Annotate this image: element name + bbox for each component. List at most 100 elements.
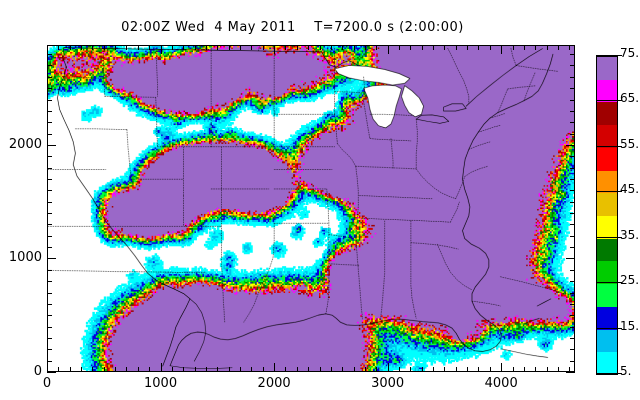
x-axis-minor-tick [194,367,196,372]
y-axis-minor-tick [47,122,52,124]
y-axis-minor-tick-right [570,110,575,112]
y-axis-minor-tick-right [570,88,575,90]
x-axis-major-tick [47,363,48,372]
x-axis-minor-tick [69,367,71,372]
x-axis-major-tick-top [160,45,162,54]
x-axis-minor-tick [308,367,310,372]
x-axis-minor-tick-top [69,45,71,50]
x-axis-minor-tick-top [421,45,423,50]
x-axis-minor-tick [251,367,253,372]
y-axis-minor-tick [47,76,52,78]
y-axis-minor-tick [47,110,52,112]
colorbar-tick [596,327,622,329]
y-axis-tick-label: 2000 [8,136,42,152]
y-axis-minor-tick-right [570,76,575,78]
y-axis-minor-tick [47,99,52,101]
y-axis-minor-tick-right [570,303,575,305]
y-axis-major-tick-right [566,144,575,146]
y-axis-minor-tick [47,315,52,317]
y-axis-minor-tick [47,213,52,215]
x-axis-minor-tick-top [228,45,230,50]
y-axis-tick-label: 1000 [8,250,42,266]
x-axis-major-tick-top [47,45,48,54]
x-axis-minor-tick-top [467,45,469,50]
x-axis-minor-tick-top [262,45,264,50]
x-axis-minor-tick [217,367,219,372]
x-axis-minor-tick [58,367,60,372]
x-axis-minor-tick-top [399,45,400,50]
x-axis-major-tick [274,363,276,372]
y-axis-minor-tick-right [570,201,575,203]
y-axis-minor-tick [47,235,52,237]
x-axis-major-tick [160,363,162,372]
x-axis-minor-tick [523,367,525,372]
x-axis-minor-tick [557,367,559,372]
x-axis-minor-tick [489,367,491,372]
x-axis-tick-label: 0 [42,376,52,391]
y-axis-minor-tick [47,360,52,362]
x-axis-minor-tick [296,367,298,372]
x-axis-tick-label: 1000 [144,376,178,391]
y-axis-minor-tick-right [570,178,575,180]
colorbar-band [597,169,617,194]
x-axis-minor-tick-top [149,45,151,50]
x-axis-major-tick [387,363,389,372]
colorbar-band [597,328,617,353]
colorbar-band [597,305,617,330]
x-axis-minor-tick-top [171,45,173,50]
y-axis-minor-tick [47,190,52,192]
colorbar-band [597,192,617,216]
y-axis-minor-tick [47,292,52,294]
page-title: 02:00Z Wed 4 May 2011 T=7200.0 s (2:00:0… [121,20,464,35]
colorbar-tick-label: 45. [620,182,640,197]
x-axis-major-tick-top [501,45,503,54]
x-axis-minor-tick [149,367,151,372]
x-axis-tick-label: 2000 [257,376,291,391]
x-axis-minor-tick [399,367,400,372]
x-axis-minor-tick-top [557,45,559,50]
x-axis-minor-tick [455,367,457,372]
x-axis-minor-tick-top [342,45,344,50]
x-axis-minor-tick [330,367,332,372]
colorbar-tick-label: 75. [620,46,640,60]
y-axis-major-tick-right [566,258,575,260]
x-axis-minor-tick [137,367,139,372]
x-axis-minor-tick [467,367,469,372]
y-axis-minor-tick-right [570,65,575,67]
y-axis-minor-tick [47,156,52,158]
colorbar-tick-label: 65. [620,91,640,106]
y-axis-minor-tick-right [570,269,575,271]
y-axis-minor-tick [47,201,52,203]
y-axis-minor-tick [47,349,52,351]
x-axis-minor-tick [81,367,83,372]
colorbar-band [597,78,617,103]
x-axis-major-tick-top [387,45,389,54]
x-axis-minor-tick-top [330,45,332,50]
x-axis-minor-tick [319,367,321,372]
x-axis-minor-tick [240,367,242,372]
y-axis-minor-tick-right [570,235,575,237]
x-axis-minor-tick [126,367,128,372]
x-axis-minor-tick-top [512,45,514,50]
x-axis-minor-tick-top [194,45,196,50]
colorbar-band [597,124,617,148]
colorbar-tick [596,282,622,284]
colorbar-band [597,351,617,374]
x-axis-minor-tick-top [364,45,366,50]
x-axis-minor-tick [92,367,94,372]
colorbar-tick-label: 55. [620,136,640,151]
y-axis-minor-tick [47,337,52,339]
x-axis-minor-tick-top [308,45,310,50]
x-axis-minor-tick-top [183,45,185,50]
colorbar-tick-label: 5. [620,364,632,378]
x-axis-minor-tick [410,367,412,372]
y-axis-minor-tick [47,303,52,305]
x-axis-minor-tick-top [217,45,219,50]
colorbar-band [597,215,617,239]
y-axis-tick-label: 0 [33,364,42,379]
x-axis-minor-tick [569,367,571,372]
x-axis-major-tick [501,363,503,372]
reflectivity-map-canvas [48,46,574,371]
x-axis-minor-tick [512,367,514,372]
x-axis-minor-tick [478,367,480,372]
